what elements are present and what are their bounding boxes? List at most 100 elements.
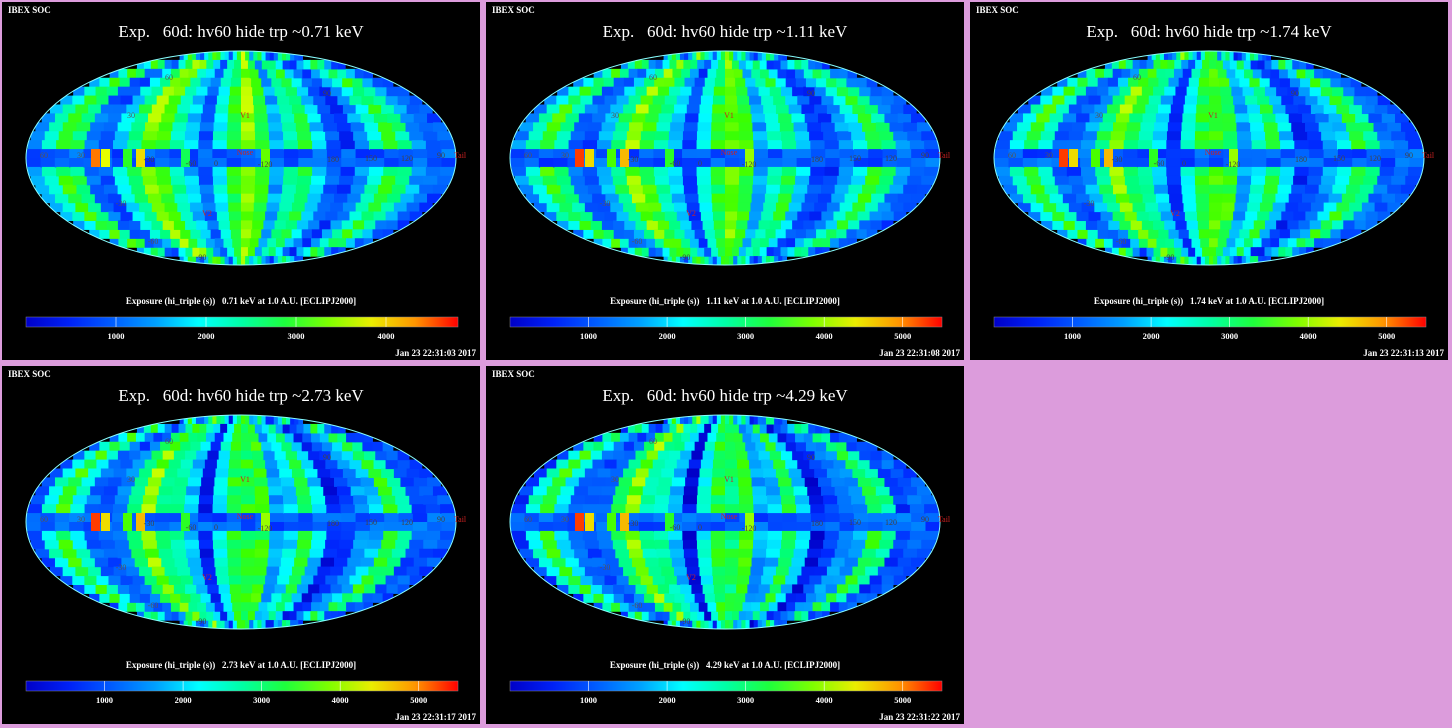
map-label-lat-bottom: -60 [632, 601, 643, 610]
map-label-lon-left-edge: 60 [1008, 151, 1016, 160]
skymap-outline [25, 50, 457, 266]
map-label-lon-90: 90 [437, 151, 445, 160]
map-label-lon-m30: -30 [1112, 155, 1123, 164]
colorbar-tick-label: 3000 [288, 331, 305, 341]
exposure-hotspot [91, 513, 100, 531]
colorbar-tick-label: 1000 [580, 331, 597, 341]
map-label-nose: Nose [237, 148, 254, 157]
exposure-hotspot [123, 513, 132, 531]
skymap-panel: 60 30 -30 -60 60 30 -30 -60 0 -120 180 150 120 90 90 -9… [2, 366, 480, 724]
map-label-nose: Nose [721, 512, 738, 521]
map-label-nose: Nose [1205, 148, 1222, 157]
map-label-lon-90: 90 [437, 515, 445, 524]
exposure-hotspot [1149, 149, 1158, 167]
skymap-ellipse-group [509, 414, 941, 630]
map-label-lon-30: 30 [77, 515, 85, 524]
panel-title: Exp. 60d: hv60 hide trp ~4.29 keV [602, 386, 848, 405]
map-label-lon-30: 30 [1045, 151, 1053, 160]
colorbar-label: Exposure (hi_triple (s)) 4.29 keV at 1.0… [609, 660, 841, 670]
skymap-graphic: 60 30 -30 -60 60 30 -30 -60 0 -120 180 150 120 90 90 -9… [993, 50, 1435, 341]
skymap-graphic: 60 30 -30 -60 60 30 -30 -60 0 -120 180 150 120 90 90 -9… [25, 50, 467, 341]
map-label-lat-bottom-extra: -90 [1164, 253, 1175, 262]
skymap-outline [509, 414, 941, 630]
map-label-v2: V2 [202, 573, 212, 582]
map-label-lat-mid-upper: 30 [611, 111, 619, 120]
map-label-v1: V1 [240, 475, 250, 484]
skymap-graphic: 60 30 -30 -60 60 30 -30 -60 0 -120 180 150 120 90 90 -9… [509, 414, 951, 705]
colorbar [25, 680, 459, 692]
colorbar-tick-label: 4000 [1300, 331, 1317, 341]
skymap-outline [509, 50, 941, 266]
map-label-lon-m120: -120 [258, 524, 273, 533]
exposure-hotspot [575, 513, 584, 531]
map-label-lon-m30: -30 [628, 155, 639, 164]
exposure-hotspot [101, 149, 110, 167]
exposure-hotspot [101, 513, 110, 531]
panel-title: Exp. 60d: hv60 hide trp ~2.73 keV [118, 386, 364, 405]
map-label-lon-120: 120 [885, 518, 897, 527]
map-label-lat-mid-lower: -30 [1084, 199, 1095, 208]
map-label-lon-120: 120 [885, 154, 897, 163]
map-label-lon-m120: -120 [742, 524, 757, 533]
map-label-lon-30: 30 [561, 515, 569, 524]
map-label-lon-90: 90 [1405, 151, 1413, 160]
map-label-v2: V2 [686, 573, 696, 582]
colorbar-tick-label: 1000 [108, 331, 125, 341]
map-label-lat-top: 60 [1133, 73, 1141, 82]
colorbar [25, 316, 459, 328]
map-label-lat-extra: 90 [323, 453, 331, 462]
colorbar-label: Exposure (hi_triple (s)) 1.74 keV at 1.0… [1093, 296, 1325, 306]
colorbar-tick-label: 5000 [894, 331, 911, 341]
soc-label: IBEX SOC [8, 5, 51, 15]
map-label-lon-150: 150 [365, 154, 377, 163]
map-label-lon-m30: -30 [144, 155, 155, 164]
colorbar-tick-label: 5000 [410, 695, 427, 705]
map-label-lat-bottom: -60 [1116, 237, 1127, 246]
skymap-outline [25, 414, 457, 630]
timestamp: Jan 23 22:31:08 2017 [879, 348, 960, 358]
map-label-lon-30: 30 [77, 151, 85, 160]
soc-label: IBEX SOC [976, 5, 1019, 15]
map-label-lat-top: 60 [649, 73, 657, 82]
exposure-hotspot [745, 149, 754, 167]
skymap-panel: 60 30 -30 -60 60 30 -30 -60 0 -120 180 150 120 90 90 -9… [2, 2, 480, 360]
skymap-panel: 60 30 -30 -60 60 30 -30 -60 0 -120 180 150 120 90 90 -9… [970, 2, 1448, 360]
colorbar [993, 316, 1427, 328]
map-label-lat-mid-lower: -30 [600, 563, 611, 572]
map-label-lon-180: 180 [811, 519, 823, 528]
map-label-lon-left-edge: 60 [40, 515, 48, 524]
colorbar-label: Exposure (hi_triple (s)) 0.71 keV at 1.0… [125, 296, 357, 306]
colorbar [509, 680, 943, 692]
map-label-lon-m120: -120 [742, 160, 757, 169]
exposure-hotspot [745, 513, 754, 531]
colorbar-tick-label: 4000 [332, 695, 349, 705]
map-label-lon-120: 120 [1369, 154, 1381, 163]
map-label-lat-mid-upper: 30 [127, 111, 135, 120]
skymap-ellipse-group [509, 50, 941, 266]
map-label-tail: Tail [1422, 151, 1435, 160]
map-label-lat-top: 60 [649, 437, 657, 446]
timestamp: Jan 23 22:31:03 2017 [395, 348, 476, 358]
map-label-lon-30: 30 [561, 151, 569, 160]
map-label-lat-mid-upper: 30 [127, 475, 135, 484]
exposure-hotspot [1069, 149, 1078, 167]
colorbar-tick-label: 3000 [1221, 331, 1238, 341]
map-label-lon-m30: -30 [144, 519, 155, 528]
map-label-lon-m60: -60 [670, 159, 681, 168]
map-label-v2: V2 [1170, 209, 1180, 218]
exposure-hotspot [1229, 149, 1238, 167]
panel-title: Exp. 60d: hv60 hide trp ~1.74 keV [1086, 22, 1332, 41]
map-label-lon-m60: -60 [1154, 159, 1165, 168]
map-label-nose: Nose [721, 148, 738, 157]
map-label-lon-m60: -60 [186, 159, 197, 168]
skymap-panel: 60 30 -30 -60 60 30 -30 -60 0 -120 180 150 120 90 90 -9… [486, 366, 964, 724]
map-label-v1: V1 [1208, 111, 1218, 120]
skymap-panel: 60 30 -30 -60 60 30 -30 -60 0 -120 180 150 120 90 90 -9… [486, 2, 964, 360]
skymap-outline [993, 50, 1425, 266]
skymap-ellipse-group [25, 414, 457, 630]
colorbar-tick-label: 2000 [659, 331, 676, 341]
map-label-lat-bottom: -60 [148, 237, 159, 246]
map-label-lon-150: 150 [849, 154, 861, 163]
panel-title: Exp. 60d: hv60 hide trp ~0.71 keV [118, 22, 364, 41]
skymap-ellipse-group [993, 50, 1425, 266]
